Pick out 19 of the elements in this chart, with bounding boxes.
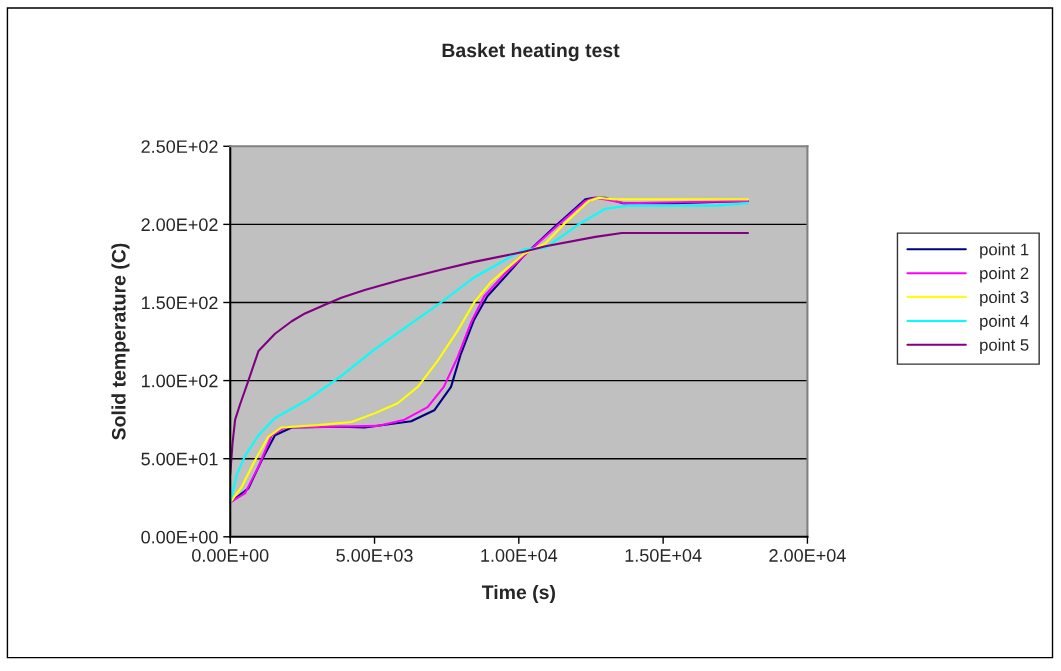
y-tick-label: 2.00E+02 (141, 218, 218, 232)
y-tick-label: 1.00E+02 (142, 374, 218, 388)
y-tick-label: 1.50E+02 (142, 296, 218, 310)
legend-label: point 3 (980, 290, 1029, 307)
y-tick-label: 2.50E+02 (141, 140, 218, 153)
x-tick-label: 5.00E+03 (336, 549, 413, 562)
y-tick-label: 0.00E+00 (141, 530, 218, 544)
x-tick-label: 0.00E+00 (192, 549, 269, 562)
legend-label: point 2 (980, 266, 1029, 283)
legend-label: point 4 (980, 314, 1029, 331)
x-tick-label: 1.50E+04 (625, 549, 702, 562)
x-tick-label: 2.00E+04 (769, 549, 846, 562)
x-tick-label: 1.00E+04 (481, 549, 558, 562)
chart-title: Basket heating test (442, 42, 620, 62)
y-tick-label: 5.00E+01 (141, 452, 218, 466)
y-axis-title: Solid temperature (C) (111, 243, 130, 440)
legend-label: point 1 (980, 243, 1029, 259)
legend-label: point 5 (980, 338, 1029, 355)
x-axis-title: Time (s) (481, 584, 555, 604)
